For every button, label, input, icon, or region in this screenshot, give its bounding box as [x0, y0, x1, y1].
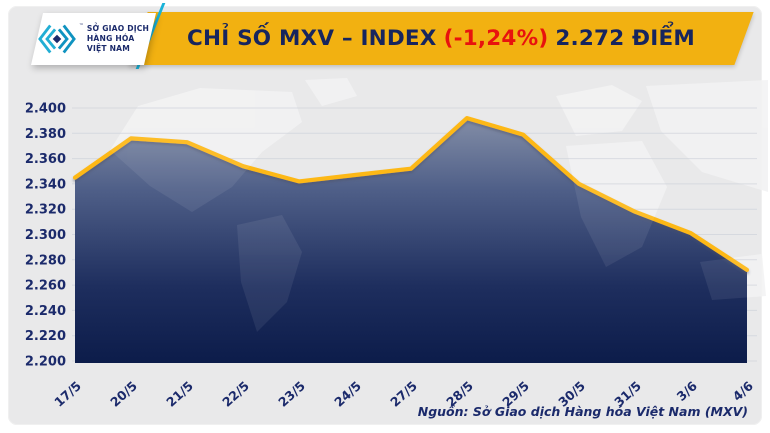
x-tick-label: 23/5 [275, 378, 308, 410]
title-change-percent: (-1,24%) [443, 26, 549, 51]
y-tick-label: 2.340 [25, 177, 66, 192]
logo-line-2: HÀNG HÓA [86, 34, 135, 44]
x-tick-label: 22/5 [219, 378, 252, 410]
area-fill [75, 118, 747, 363]
x-tick-label: 24/5 [331, 378, 364, 410]
chart-title: CHỈ SỐ MXV – INDEX (-1,24%) 2.272 ĐIỂM [187, 26, 695, 51]
y-tick-label: 2.260 [25, 279, 66, 294]
x-tick-label: 17/5 [51, 378, 84, 410]
y-tick-label: 2.300 [25, 228, 66, 243]
logo-line-3: VIỆT NAM [86, 43, 130, 53]
trademark-symbol: ™ [78, 23, 84, 29]
x-tick-label: 3/6 [674, 378, 701, 404]
mxv-diamond-logo-icon [37, 24, 76, 54]
mxv-logo-inner: ™ SỞ GIAO DỊCH HÀNG HÓA VIỆT NAM [37, 13, 150, 65]
title-prefix: CHỈ SỐ MXV – INDEX [187, 26, 437, 51]
x-tick-label: 21/5 [163, 378, 196, 410]
title-value: 2.272 ĐIỂM [555, 26, 695, 51]
y-tick-label: 2.280 [25, 253, 66, 268]
title-banner: CHỈ SỐ MXV – INDEX (-1,24%) 2.272 ĐIỂM [128, 12, 754, 65]
x-tick-label: 4/6 [730, 378, 757, 404]
mxv-logo-text: SỞ GIAO DỊCH HÀNG HÓA VIỆT NAM [87, 24, 149, 54]
source-note: Nguồn: Sở Giao dịch Hàng hóa Việt Nam (M… [417, 404, 748, 419]
y-tick-label: 2.220 [25, 329, 66, 344]
y-tick-label: 2.240 [25, 304, 66, 319]
y-tick-label: 2.400 [25, 102, 66, 117]
x-tick-label: 27/5 [387, 378, 420, 410]
title-banner-inner: CHỈ SỐ MXV – INDEX (-1,24%) 2.272 ĐIỂM [138, 12, 744, 65]
mxv-logo-card: ™ SỞ GIAO DỊCH HÀNG HÓA VIỆT NAM [30, 13, 157, 65]
y-tick-label: 2.380 [25, 127, 66, 142]
logo-line-1: SỞ GIAO DỊCH [86, 24, 150, 34]
x-tick-label: 20/5 [107, 378, 140, 410]
y-tick-label: 2.200 [25, 355, 66, 370]
y-tick-label: 2.320 [25, 203, 66, 218]
y-tick-label: 2.360 [25, 152, 66, 167]
